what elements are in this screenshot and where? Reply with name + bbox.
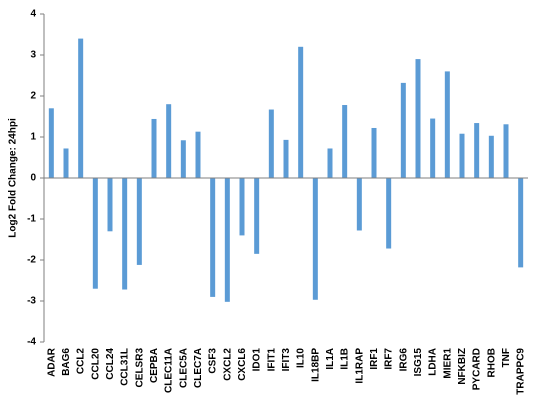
bar-ido1 [254,178,260,254]
x-tick-label-trappc9: TRAPPC9 [516,348,527,395]
bar-csf3 [210,178,216,297]
x-tick-label-tnf: TNF [501,348,512,367]
x-tick-label-adar: ADAR [46,347,57,377]
y-tick-label: -3 [27,296,36,307]
x-tick-label-nfkbiz: NFKBIZ [457,348,468,385]
bar-nfkbiz [459,133,465,178]
bar-rhob [488,135,494,178]
x-tick-label-ifit3: IFIT3 [281,348,292,372]
bar-clec11a [166,104,172,178]
bar-il1a [327,148,333,178]
bar-trappc9 [518,178,524,268]
bar-clec7a [195,131,201,178]
bar-mier1 [444,71,450,178]
x-tick-label-clec11a: CLEC11A [164,348,175,393]
bar-ifit1 [268,109,274,178]
bar-cxcl6 [239,178,245,236]
bar-ifit3 [283,139,289,178]
x-tick-label-ifit1: IFIT1 [266,348,277,372]
x-tick-label-ccl20: CCL20 [90,348,101,380]
x-tick-label-pycard: PYCARD [472,348,483,390]
y-tick-label: 1 [30,132,36,143]
x-tick-label-irg6: IRG6 [398,348,409,372]
bar-ccl31l [122,178,128,290]
x-tick-label-il18bp: IL18BP [310,348,321,382]
y-tick-label: -1 [27,214,36,225]
bars-group [48,38,524,302]
bar-il1b [342,105,348,178]
x-tick-label-rhob: RHOB [486,348,497,377]
bar-cepba [151,118,157,178]
y-axis-title: Log2 Fold Change: 24hpi [8,118,19,238]
x-tick-label-celsr3: CELSR3 [134,348,145,388]
bar-il18bp [312,178,318,300]
x-tick-label-il1a: IL1A [325,348,336,370]
y-tick-label: 4 [30,9,36,20]
bar-il1rap [356,178,362,231]
x-tick-label-ccl31l: CCL31L [120,348,131,386]
bar-ccl24 [107,178,113,232]
x-tick-label-isg15: ISG15 [413,348,424,377]
bar-il10 [298,46,304,178]
y-tick-label: 2 [30,91,36,102]
bar-bag6 [63,148,69,178]
x-tick-label-csf3: CSF3 [208,348,219,374]
bar-isg15 [415,59,421,178]
x-axis-labels: ADAR BAG6 CCL2 CCL20 CCL24 CCL31L CELSR3 CEPBA C… [46,347,526,394]
y-tick-label: 3 [30,50,36,61]
y-tick-label: 0 [30,173,36,184]
bar-celsr3 [136,178,142,265]
y-axis-ticks: -4 -3 -2 -1 0 1 2 3 4 [27,9,44,348]
x-tick-label-ido1: IDO1 [252,348,263,372]
bar-pycard [474,123,480,178]
x-tick-label-cxcl6: CXCL6 [237,348,248,381]
x-tick-label-bag6: BAG6 [61,348,72,376]
x-tick-label-irf1: IRF1 [369,348,380,370]
x-tick-label-mier1: MIER1 [442,348,453,379]
bar-cxcl2 [224,178,230,302]
bar-tnf [503,124,509,178]
bar-ccl20 [92,178,98,289]
bar-ccl2 [78,38,84,178]
x-tick-label-ldha: LDHA [428,348,439,376]
x-tick-label-il1rap: IL1RAP [354,348,365,384]
bar-irf1 [371,127,377,178]
x-tick-label-clec5a: CLEC5A [178,348,189,388]
x-tick-label-ccl2: CCL2 [76,348,87,375]
x-tick-label-clec7a: CLEC7A [193,348,204,388]
y-tick-label: -2 [27,255,36,266]
y-tick-label: -4 [27,337,36,348]
bar-irg6 [400,82,406,178]
x-tick-label-il1b: IL1B [340,348,351,370]
bar-irf7 [386,178,392,249]
x-tick-label-cepba: CEPBA [149,348,160,383]
x-tick-label-ccl24: CCL24 [105,348,116,380]
bar-ldha [430,118,436,178]
bar-clec5a [180,140,186,178]
x-tick-label-cxcl2: CXCL2 [222,348,233,381]
x-tick-label-irf7: IRF7 [384,348,395,370]
x-tick-label-il10: IL10 [296,348,307,368]
bar-adar [48,108,54,178]
